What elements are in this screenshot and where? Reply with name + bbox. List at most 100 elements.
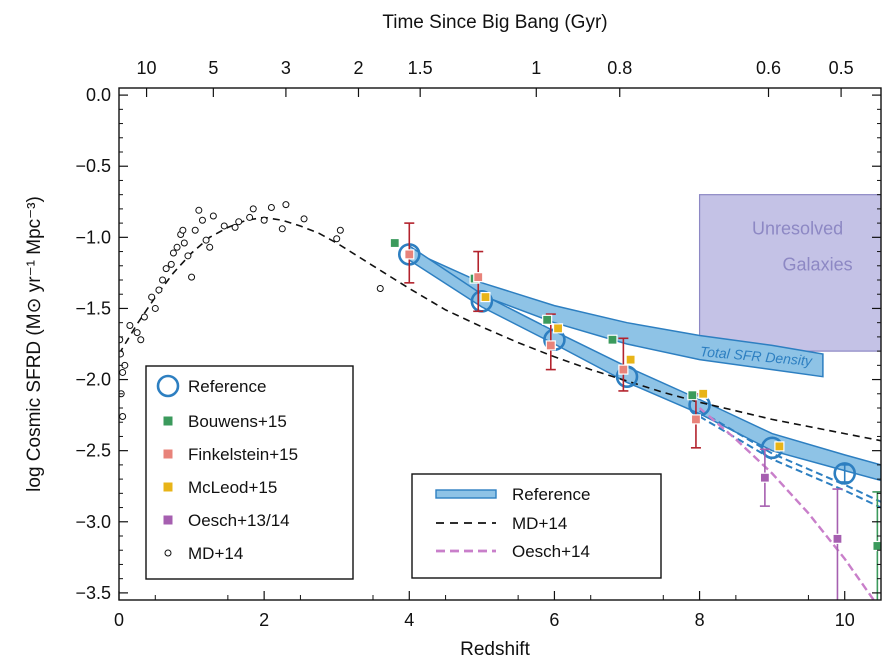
md14-point-12 <box>155 286 163 294</box>
legend-marker-md14 <box>164 549 172 557</box>
legend-marker-mcleod <box>162 481 174 493</box>
top-tick-label-5: 1 <box>531 58 541 78</box>
x-tick-label-4: 8 <box>695 610 705 630</box>
total-sfr-density-band <box>408 248 824 378</box>
bouwens-point-2 <box>542 314 553 325</box>
data-points <box>119 201 881 600</box>
legend-line-label-oesch_line: Oesch+14 <box>512 542 590 561</box>
legend-label-finkelstein: Finkelstein+15 <box>188 445 298 464</box>
md14-point-0 <box>119 336 124 344</box>
md14-point-7 <box>133 329 141 337</box>
bouwens-point-0 <box>389 237 400 249</box>
md14-point-8 <box>137 336 145 344</box>
x-tick-label-1: 2 <box>259 610 269 630</box>
legend-label-mcleod: McLeod+15 <box>188 478 277 497</box>
y-tick-label-0: 0.0 <box>86 85 111 105</box>
md14-point-27 <box>206 243 214 251</box>
md14-point-19 <box>179 226 187 234</box>
y-tick-label-6: −3.0 <box>75 512 111 532</box>
legend-marker-oesch <box>162 514 174 526</box>
legend-label-oesch: Oesch+13/14 <box>188 511 290 530</box>
y-tick-label-2: −1.0 <box>75 227 111 247</box>
legend-line-reference_band <box>435 489 497 499</box>
y-tick-label-3: −1.5 <box>75 298 111 318</box>
md14-point-17 <box>173 243 181 251</box>
top-axis-title: Time Since Big Bang (Gyr) <box>382 12 607 33</box>
unresolved-label-line2: Galaxies <box>783 255 853 275</box>
plot-frame <box>118 87 882 601</box>
md14-point-13 <box>159 276 167 284</box>
x-tick-label-3: 6 <box>549 610 559 630</box>
top-tick-label-4: 1.5 <box>408 58 433 78</box>
reference-band <box>408 244 881 482</box>
md14-point-29 <box>220 222 228 230</box>
md14-point-20 <box>180 239 188 247</box>
md14-point-15 <box>167 260 175 268</box>
md14-point-16 <box>169 249 177 257</box>
md14-point-40 <box>336 226 344 234</box>
finkelstein-point-4 <box>690 414 702 425</box>
marker-legend-box <box>145 365 354 580</box>
top-tick-label-3: 2 <box>353 58 363 78</box>
y-tick-label-1: −0.5 <box>75 156 111 176</box>
top-tick-label-6: 0.8 <box>607 58 632 78</box>
finkelstein-point-2 <box>545 340 556 351</box>
top-tick-label-1: 5 <box>208 58 218 78</box>
oesch14-fit-line <box>698 407 875 600</box>
y-tick-label-4: −2.0 <box>75 370 111 390</box>
reference-point-6 <box>833 462 857 485</box>
md14-point-37 <box>282 201 290 209</box>
md14-point-6 <box>126 322 134 330</box>
md14-point-23 <box>191 226 199 234</box>
md14-point-21 <box>184 252 192 260</box>
md14-point-14 <box>162 265 170 273</box>
bouwens-point-3 <box>607 334 618 345</box>
legend-label-md14: MD+14 <box>188 544 243 563</box>
y-axis-title: log Cosmic SFRD (M⊙ yr⁻¹ Mpc⁻³) <box>24 196 45 492</box>
mcleod-point-2 <box>625 354 636 365</box>
y-tick-label-5: −2.5 <box>75 441 111 461</box>
md14-point-4 <box>119 368 127 376</box>
oesch-point-1 <box>832 533 843 544</box>
mcleod-point-0 <box>480 291 491 303</box>
md14-point-41 <box>376 285 384 293</box>
md14-point-39 <box>333 235 341 243</box>
top-tick-label-8: 0.5 <box>829 58 854 78</box>
md14-point-10 <box>148 293 156 301</box>
finkelstein-point-3 <box>618 364 629 375</box>
md14-point-30 <box>231 223 239 231</box>
md14-point-34 <box>260 216 268 224</box>
mcleod-point-3 <box>698 388 709 399</box>
md14-point-25 <box>198 216 206 224</box>
legend-marker-reference <box>156 374 180 398</box>
md14-point-24 <box>195 206 203 214</box>
legend-marker-finkelstein <box>162 448 174 460</box>
top-tick-label-2: 3 <box>281 58 291 78</box>
x-tick-label-5: 10 <box>835 610 855 630</box>
x-axis-title: Redshift <box>460 639 530 660</box>
x-tick-label-0: 0 <box>114 610 124 630</box>
legend-lines: Reference MD+14 Oesch+14 <box>411 473 662 579</box>
unresolved-label-line1: Unresolved <box>752 219 843 239</box>
md14-point-22 <box>188 273 196 281</box>
bouwens-point-4 <box>687 390 698 401</box>
y-tick-label-7: −3.5 <box>75 583 111 603</box>
md14-fit-line <box>119 216 881 442</box>
md14-point-36 <box>278 225 286 233</box>
md14-point-28 <box>209 212 217 220</box>
mcleod-point-4 <box>774 441 785 452</box>
md14-point-26 <box>202 236 210 244</box>
top-tick-label-0: 10 <box>137 58 157 78</box>
x-tick-label-2: 4 <box>404 610 414 630</box>
legend-label-bouwens: Bouwens+15 <box>188 412 287 431</box>
axis-ticks: 0 2 4 6 8 100.0−0.5−1.0−1.5−2.0−2.5−3.0−3.510… <box>75 58 881 630</box>
legend-line-label-reference_band: Reference <box>512 485 590 504</box>
md14-point-31 <box>235 218 243 226</box>
md14-point-33 <box>249 205 257 213</box>
md14-point-11 <box>151 304 159 312</box>
md14-point-35 <box>267 203 275 211</box>
model-lines <box>119 216 881 600</box>
legend-label-reference: Reference <box>188 377 266 396</box>
unresolved-galaxies-region: Unresolved Galaxies <box>698 194 881 352</box>
